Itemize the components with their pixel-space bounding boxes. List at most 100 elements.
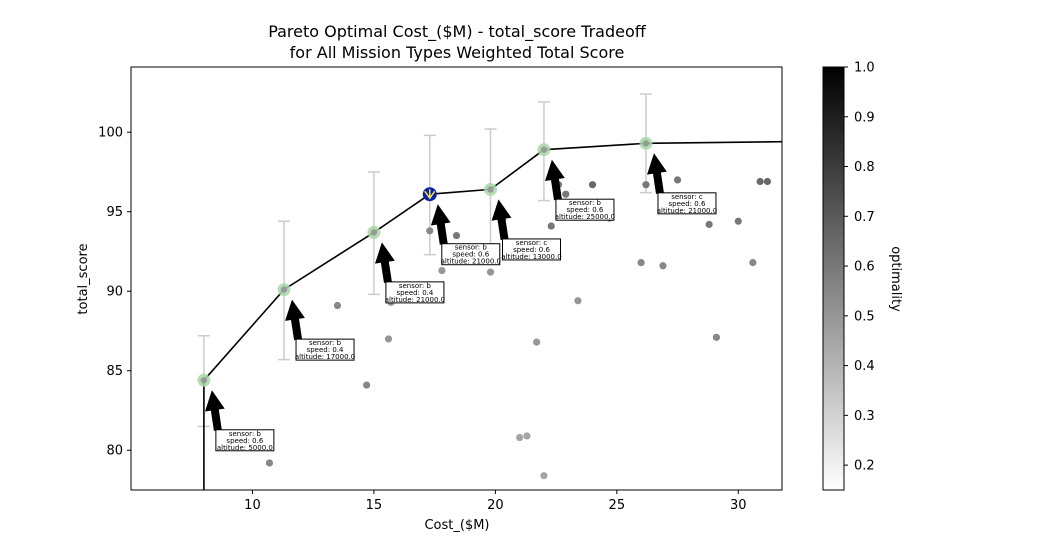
scatter-point xyxy=(673,176,682,184)
pareto-point-center xyxy=(200,377,208,384)
error-bars xyxy=(197,93,652,428)
scatter-point xyxy=(642,181,650,189)
annotation-text: sensor: b xyxy=(455,244,488,252)
scatter-point xyxy=(756,177,764,186)
scatter-point xyxy=(523,432,531,440)
annotation-text: speed: 0.6 xyxy=(513,246,550,254)
scatter-point xyxy=(588,181,597,189)
y-tick-label: 85 xyxy=(106,364,123,379)
annotation-text: sensor: b xyxy=(309,339,342,347)
annotation-text: speed: 0.6 xyxy=(452,251,489,259)
annotation-arrows xyxy=(205,153,667,431)
scatter-point xyxy=(637,258,645,267)
scatter-point xyxy=(384,335,393,343)
scatter-point xyxy=(659,262,667,270)
highlight-star-icon xyxy=(424,189,436,200)
x-tick-label: 25 xyxy=(609,498,626,513)
annotation-text: altitude: 13000.0 xyxy=(501,253,561,261)
y-tick-label: 80 xyxy=(106,444,123,459)
y-tick-label: 100 xyxy=(98,126,123,141)
scatter-point xyxy=(438,266,446,275)
scatter-point xyxy=(486,268,495,276)
annotation-text: altitude: 21000.0 xyxy=(385,296,445,304)
colorbar-tick-label: 1.0 xyxy=(854,61,875,76)
pareto-point-center xyxy=(540,146,548,153)
x-axis-label: Cost_($M) xyxy=(424,518,489,533)
pareto-point-center xyxy=(280,286,288,293)
y-axis-ticks: 80 85 90 95 100 xyxy=(98,126,131,459)
x-tick-label: 15 xyxy=(366,498,383,513)
annotation-arrow xyxy=(430,204,451,245)
scatter-point xyxy=(562,190,570,198)
annotation-text: altitude: 5000.0 xyxy=(217,444,273,452)
colorbar-tick-label: 0.4 xyxy=(854,359,875,374)
annotation-arrow xyxy=(647,153,667,194)
annotation-box xyxy=(657,192,717,215)
plot-frame xyxy=(130,66,783,491)
colorbar xyxy=(822,66,845,491)
colorbar-label: optimality xyxy=(888,246,903,312)
annotation-box xyxy=(502,238,562,261)
pareto-markers xyxy=(197,136,653,387)
y-axis-label: total_score xyxy=(76,243,91,314)
colorbar-tick-label: 0.8 xyxy=(854,160,875,175)
scatter-point xyxy=(540,472,548,480)
annotation-box xyxy=(215,429,275,452)
scatter-point xyxy=(265,459,274,467)
pareto-point-center xyxy=(642,140,650,147)
scatter-point xyxy=(333,301,342,310)
colorbar-tick-label: 0.6 xyxy=(854,260,875,275)
annotation-arrow xyxy=(545,159,565,201)
colorbar-tick-label: 0.2 xyxy=(854,459,875,474)
annotation-text: speed: 0.6 xyxy=(567,206,604,214)
annotation-arrow xyxy=(491,199,512,240)
annotation-box xyxy=(295,338,355,361)
colorbar-tick-label: 0.3 xyxy=(854,409,875,424)
annotation-text: speed: 0.6 xyxy=(226,437,263,445)
annotation-text: speed: 0.4 xyxy=(307,346,344,354)
annotation-text: sensor: b xyxy=(229,430,262,438)
scatter-point xyxy=(533,338,541,346)
colorbar-ticks: 0.2 0.3 0.4 0.5 0.6 0.7 0.8 0.9 1.0 xyxy=(844,61,875,474)
annotation-arrow xyxy=(205,390,225,431)
annotation-arrow xyxy=(375,242,395,283)
pareto-point-center xyxy=(487,186,494,193)
colorbar-tick-label: 0.7 xyxy=(854,210,875,225)
annotation-arrow xyxy=(285,299,305,341)
scatter-point xyxy=(734,217,742,225)
scatter-point xyxy=(516,433,524,442)
colorbar-tick-label: 0.5 xyxy=(854,309,875,324)
scatter-point xyxy=(547,222,555,230)
scatter-point xyxy=(712,333,721,341)
scatter-point xyxy=(452,231,461,240)
x-tick-label: 20 xyxy=(487,498,504,513)
annotation-box xyxy=(441,243,501,266)
annotation-box xyxy=(385,281,445,304)
annotation-box xyxy=(555,198,615,221)
chart-title-line1: Pareto Optimal Cost_($M) - total_score T… xyxy=(268,22,647,42)
annotation-text: speed: 0.6 xyxy=(669,200,706,208)
scatter-point xyxy=(363,381,371,389)
annotation-text: sensor: b xyxy=(569,199,602,207)
scatter-point xyxy=(749,258,757,267)
annotation-text: altitude: 25000.0 xyxy=(555,213,615,221)
scatter-points xyxy=(265,176,772,480)
colorbar-tick-label: 0.9 xyxy=(854,110,875,125)
x-axis-ticks: 10 15 20 25 30 xyxy=(244,490,747,513)
annotation-text: altitude: 17000.0 xyxy=(295,353,355,361)
x-tick-label: 30 xyxy=(730,498,747,513)
scatter-point xyxy=(574,297,582,305)
scatter-point xyxy=(426,227,434,235)
annotation-text: altitude: 21000.0 xyxy=(657,207,717,215)
scatter-point xyxy=(705,220,713,229)
annotation-text: sensor: c xyxy=(516,239,548,247)
chart-title-line2: for All Mission Types Weighted Total Sco… xyxy=(290,43,625,62)
annotation-text: sensor: c xyxy=(671,193,703,201)
annotation-text: speed: 0.4 xyxy=(396,289,433,297)
pareto-point-center xyxy=(370,229,378,236)
y-tick-label: 90 xyxy=(106,285,123,300)
x-tick-label: 10 xyxy=(244,498,261,513)
scatter-point xyxy=(763,177,772,186)
